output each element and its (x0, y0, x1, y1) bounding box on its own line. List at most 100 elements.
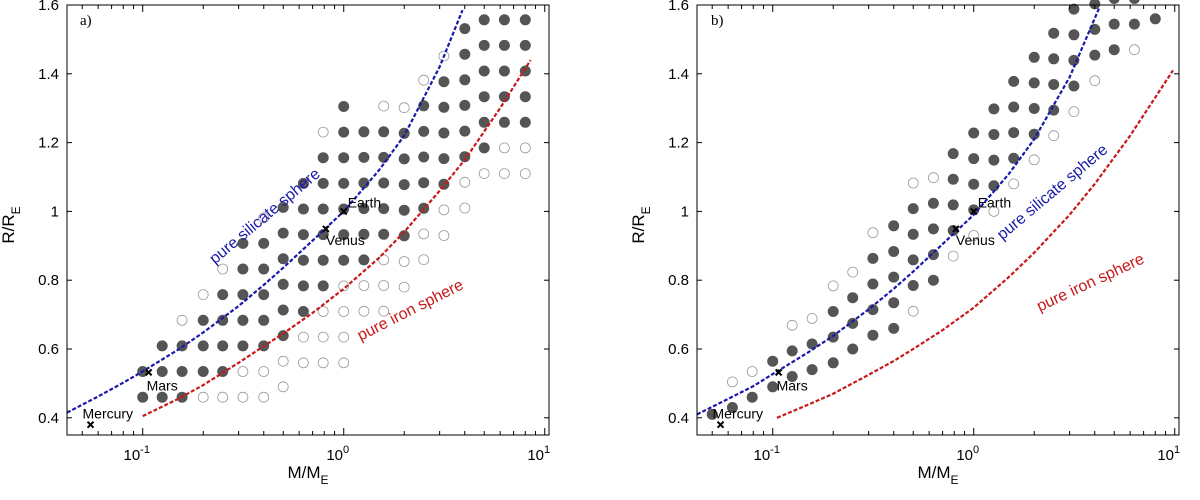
simulation-point-filled (277, 227, 289, 239)
planet-marker-mercury (716, 420, 725, 429)
simulation-point-filled (459, 99, 471, 111)
simulation-point-filled (806, 364, 818, 376)
simulation-point-filled (438, 76, 450, 88)
simulation-point-filled (519, 91, 531, 103)
simulation-point-open (867, 227, 879, 239)
panel-label: b) (711, 13, 724, 29)
planet-label-earth: Earth (348, 194, 381, 210)
simulation-point-open (176, 314, 188, 326)
y-tick-label: 1.2 (38, 135, 59, 152)
iron-curve-label: pure iron sphere (355, 277, 467, 345)
simulation-point-filled (378, 177, 390, 189)
simulation-point-filled (338, 254, 350, 266)
solar-system-planets: Mercury Mars Venus Earth (713, 194, 1011, 429)
simulation-point-open (317, 126, 329, 138)
axes: 0.4 0.6 0.8 1 1.2 1.4 1.6 10-1 100 101 (38, 0, 550, 464)
simulation-point-filled (968, 153, 980, 165)
x-tick-label: 101 (527, 444, 550, 464)
simulation-point-open (907, 177, 919, 189)
simulation-point-open (827, 280, 839, 292)
simulation-point-filled (137, 391, 149, 403)
simulation-point-filled (806, 338, 818, 350)
planet-marker-earth (970, 207, 978, 216)
simulation-point-open (258, 366, 270, 377)
simulation-point-filled (1108, 44, 1120, 56)
simulation-point-filled (498, 14, 510, 26)
simulation-point-open (398, 102, 410, 114)
simulation-point-filled (988, 154, 1000, 166)
simulation-point-open (519, 168, 531, 180)
simulation-point-filled (867, 329, 879, 341)
y-tick-label: 0.6 (38, 341, 59, 358)
simulation-points (706, 0, 1161, 420)
simulation-point-filled (478, 14, 490, 26)
simulation-point-filled (197, 314, 209, 326)
simulation-point-filled (438, 101, 450, 113)
simulation-point-filled (156, 391, 168, 403)
planet-marker-mars (774, 368, 783, 377)
y-tick-label: 0.6 (668, 341, 689, 358)
simulation-point-filled (459, 48, 471, 60)
simulation-points (137, 14, 531, 403)
planet-label-earth: Earth (978, 194, 1011, 210)
simulation-point-open (378, 254, 390, 266)
x-tick-label: 100 (326, 444, 349, 464)
simulation-point-filled (338, 152, 350, 164)
simulation-point-filled (378, 151, 390, 163)
simulation-point-filled (438, 178, 450, 190)
simulation-point-filled (297, 254, 309, 266)
simulation-point-open (1089, 75, 1101, 87)
simulation-point-filled (706, 408, 718, 420)
simulation-point-filled (398, 153, 410, 165)
simulation-point-filled (398, 204, 410, 216)
simulation-point-open (237, 391, 249, 403)
simulation-point-filled (258, 314, 270, 326)
silicate-curve (66, 9, 464, 414)
simulation-point-open (378, 100, 390, 112)
simulation-point-filled (297, 280, 309, 292)
simulation-point-open (258, 212, 270, 224)
simulation-point-open (498, 168, 510, 180)
simulation-point-filled (297, 306, 309, 317)
simulation-point-filled (847, 317, 859, 329)
simulation-point-open (217, 391, 229, 403)
simulation-point-filled (258, 263, 270, 275)
simulation-point-filled (459, 23, 471, 35)
simulation-point-filled (498, 65, 510, 77)
x-tick-label: 10-1 (753, 444, 779, 464)
simulation-point-filled (459, 125, 471, 137)
simulation-point-filled (827, 306, 839, 317)
simulation-point-filled (258, 237, 270, 249)
simulation-point-open (1068, 106, 1080, 117)
simulation-point-open (258, 391, 270, 403)
simulation-point-filled (1048, 53, 1060, 65)
simulation-point-filled (317, 152, 329, 164)
simulation-point-open (947, 250, 959, 262)
simulation-point-filled (907, 254, 919, 266)
simulation-point-filled (827, 357, 839, 369)
simulation-point-filled (519, 14, 531, 26)
simulation-point-filled (277, 201, 289, 213)
simulation-point-open (478, 168, 490, 180)
simulation-point-filled (338, 101, 350, 112)
planet-marker-mercury (86, 420, 95, 429)
simulation-point-filled (947, 173, 959, 185)
simulation-point-filled (237, 237, 249, 249)
simulation-point-filled (1028, 51, 1040, 63)
y-tick-label: 0.8 (38, 272, 59, 289)
simulation-point-filled (1068, 29, 1080, 41)
simulation-point-filled (478, 91, 490, 103)
simulation-point-filled (277, 253, 289, 265)
y-axis-label: R/RE (0, 206, 23, 243)
simulation-point-open (297, 331, 309, 343)
simulation-point-filled (338, 177, 350, 189)
simulation-point-open (928, 172, 939, 184)
simulation-point-filled (317, 177, 329, 189)
simulation-point-filled (947, 148, 959, 160)
simulation-point-filled (156, 366, 168, 377)
plot-frame (696, 4, 1180, 436)
y-tick-label: 1.6 (38, 0, 59, 14)
simulation-point-filled (1008, 75, 1020, 87)
simulation-point-filled (317, 203, 329, 215)
simulation-point-filled (1008, 101, 1020, 113)
